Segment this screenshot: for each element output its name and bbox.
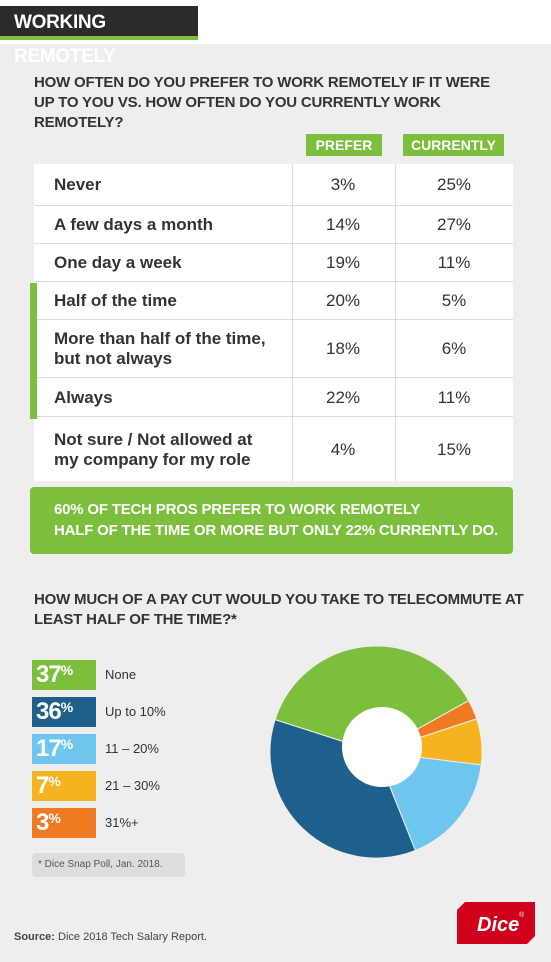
row-prefer-value: 22% [325, 387, 361, 407]
legend-label: None [105, 667, 137, 682]
row-prefer-value: 3% [330, 174, 356, 194]
callout-line-2: HALF OF THE TIME OR MORE BUT ONLY 22% CU… [54, 522, 499, 539]
table-row: One day a week 19% 11% [34, 243, 513, 281]
legend-percent-sign: % [48, 773, 60, 789]
row-label: A few days a month [54, 215, 214, 234]
half-or-more-indicator [30, 283, 37, 419]
row-label: More than half of the time, but not alwa… [54, 329, 266, 368]
legend-percent-value: 36 [36, 698, 62, 725]
row-currently-value: 6% [441, 339, 467, 358]
table-row: Not sure / Not allowed at my company for… [34, 416, 513, 481]
table-row: A few days a month 14% 27% [34, 205, 513, 243]
source-label: Source: [14, 931, 55, 943]
pie-slice [269, 718, 417, 859]
legend-label: 21 – 30% [105, 778, 160, 793]
column-header-currently: CURRENTLY [403, 134, 504, 156]
source-line: Source: Dice 2018 Tech Salary Report. [14, 931, 207, 943]
row-prefer-value: 20% [325, 291, 361, 310]
row-prefer-value: 18% [325, 339, 361, 358]
source-text: Dice 2018 Tech Salary Report. [54, 931, 208, 943]
logo-text: Dice [477, 914, 519, 936]
legend-label: Up to 10% [105, 704, 166, 719]
remote-work-table: Never 3% 25% A few days a month 14% 27% One da… [34, 164, 513, 481]
callout-line-1: 60% OF TECH PROS PREFER TO WORK REMOTELY [54, 501, 421, 518]
row-currently-value: 11% [437, 253, 471, 272]
table-row: Always 22% 11% [34, 377, 513, 416]
pay-cut-donut-chart [269, 645, 483, 859]
legend-percent: 7% [32, 771, 96, 801]
row-currently-value: 27% [436, 215, 472, 234]
row-currently-value: 25% [436, 174, 472, 194]
legend-percent-value: 17 [36, 735, 62, 762]
donut-hole [342, 707, 422, 787]
row-currently-value: 11% [437, 387, 471, 407]
legend-percent: 3% [32, 808, 96, 838]
legend-label: 31%+ [105, 815, 139, 830]
callout-box: 60% OF TECH PROS PREFER TO WORK REMOTELY… [30, 487, 513, 554]
legend-percent-sign: % [60, 662, 73, 678]
row-label: Never [54, 174, 102, 194]
table-row: More than half of the time, but not alwa… [34, 319, 513, 377]
table-row: Never 3% 25% [34, 164, 513, 205]
legend-percent: 37% [32, 660, 96, 690]
row-currently-value: 5% [441, 291, 467, 310]
row-label: One day a week [54, 253, 182, 272]
row-prefer-value: 19% [325, 253, 361, 272]
legend-percent-sign: % [60, 699, 73, 715]
column-header-prefer: PREFER [306, 134, 382, 156]
question-2: HOW MUCH OF A PAY CUT WOULD YOU TAKE TO … [34, 591, 524, 628]
legend-percent-sign: % [48, 810, 60, 826]
row-label: Not sure / Not allowed at my company for… [54, 429, 253, 469]
row-label: Always [54, 387, 113, 407]
row-prefer-value: 14% [325, 215, 361, 234]
table-divider-1 [292, 164, 293, 481]
legend-label: 11 – 20% [105, 741, 159, 756]
legend-percent: 36% [32, 697, 96, 727]
row-currently-value: 15% [436, 439, 472, 459]
row-prefer-value: 4% [330, 439, 356, 459]
row-label: Half of the time [54, 291, 177, 310]
footnote: * Dice Snap Poll, Jan. 2018. [32, 853, 185, 877]
logo-registered-mark: ® [519, 911, 525, 919]
legend-percent-value: 7 [36, 772, 49, 799]
legend-percent-sign: % [60, 736, 73, 752]
pie-slice [274, 645, 470, 753]
section-tag: WORKING REMOTELY [0, 6, 198, 67]
question-1: HOW OFTEN DO YOU PREFER TO WORK REMOTELY… [34, 74, 490, 131]
legend-percent: 17% [32, 734, 96, 764]
table-row: Half of the time 20% 5% [34, 281, 513, 319]
table-divider-2 [395, 164, 396, 481]
legend-percent-value: 37 [36, 661, 62, 688]
legend-percent-value: 3 [36, 809, 49, 836]
dice-logo: Dice ® [457, 902, 535, 944]
